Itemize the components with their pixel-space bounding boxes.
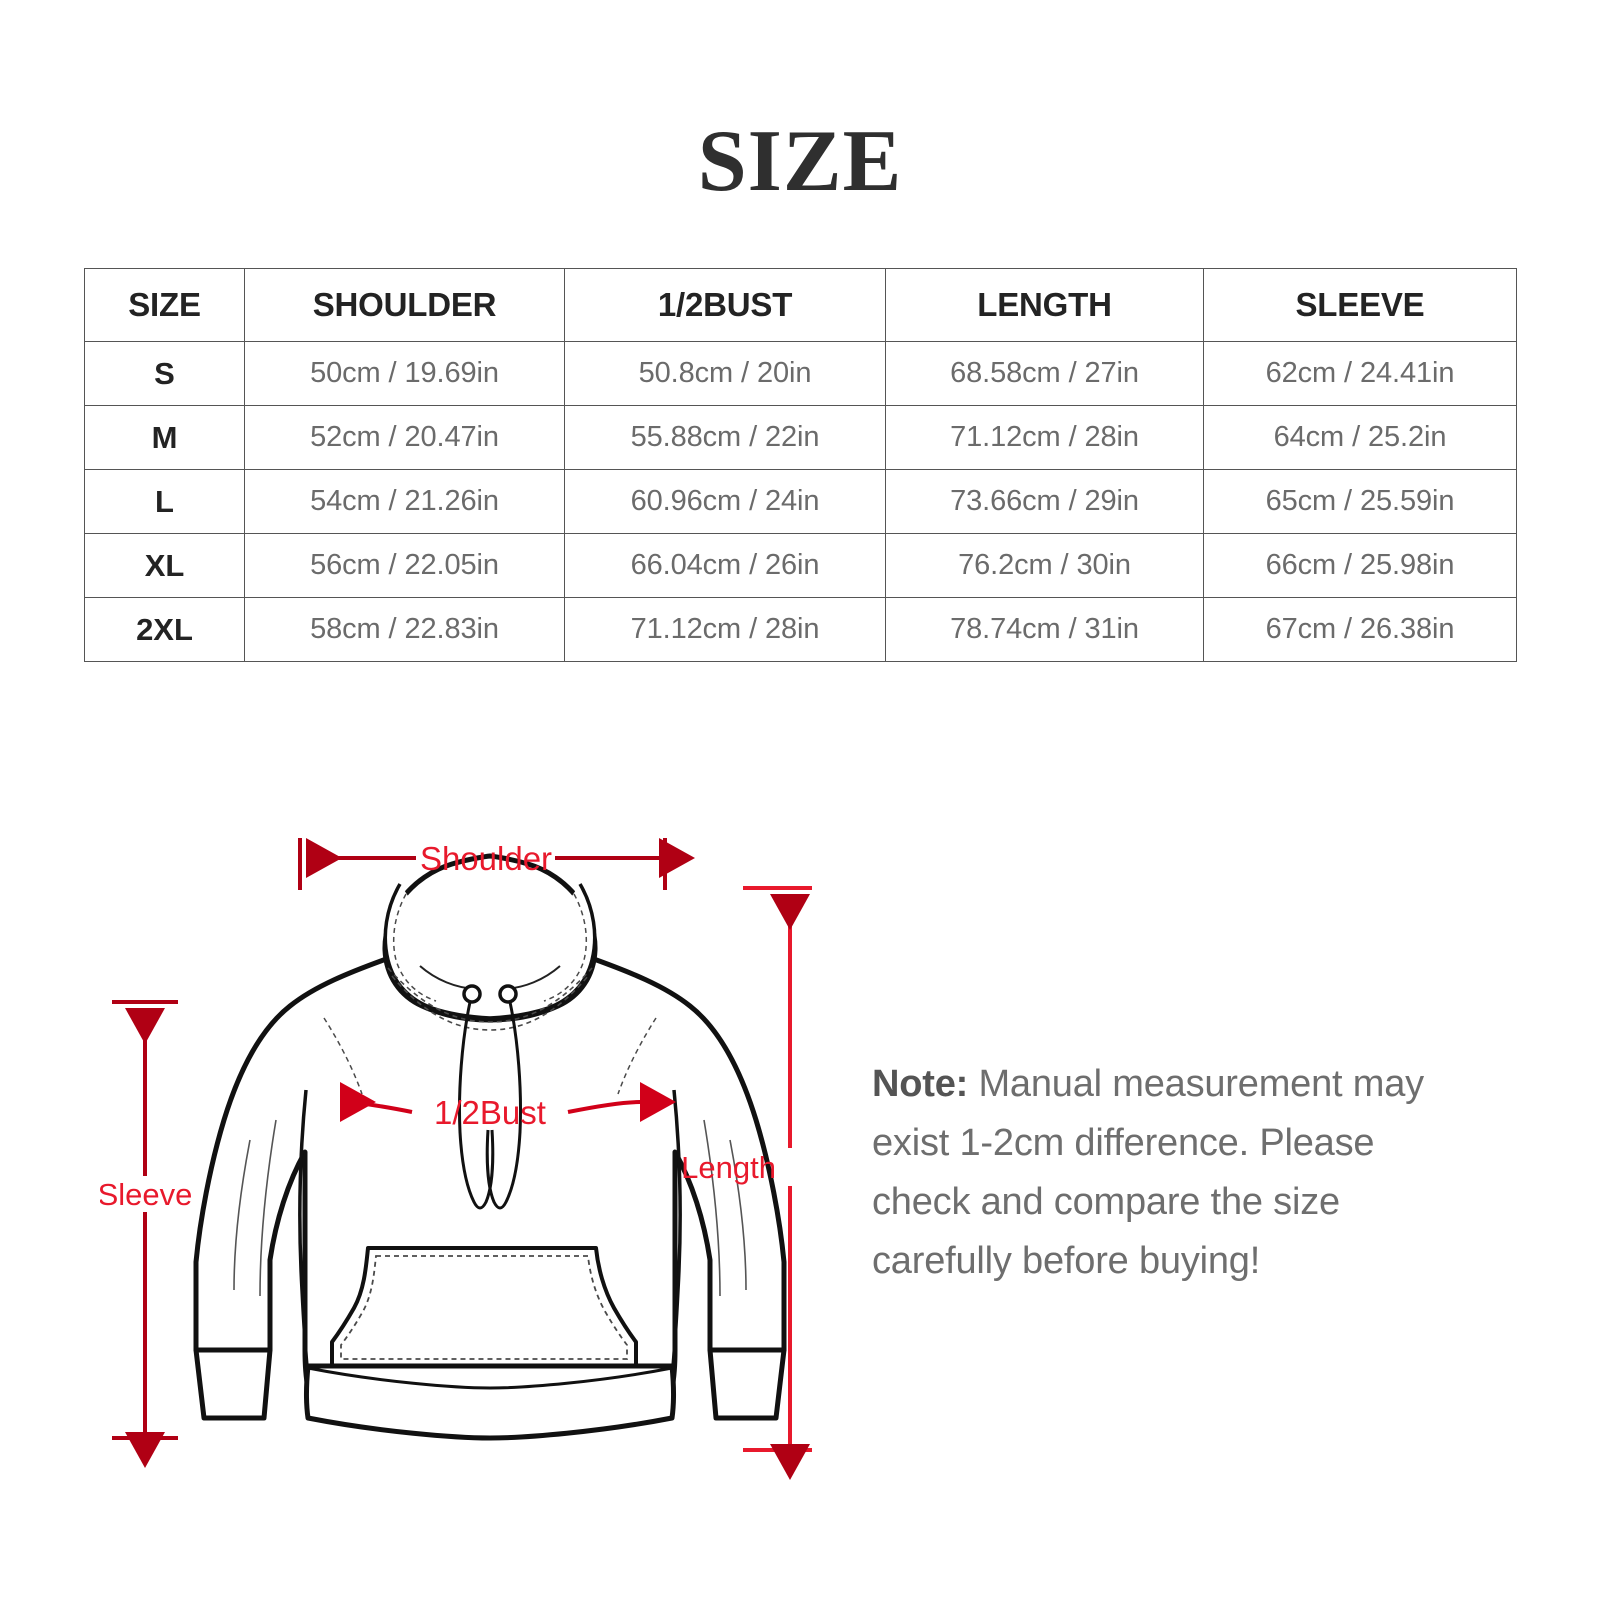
sleeve-fold-right-2 xyxy=(703,1119,721,1297)
cell-sleeve-xl: 66cm / 25.98in xyxy=(1203,533,1517,598)
hoodie-illustration: Shoulder 1/2Bust Sleeve Length xyxy=(100,838,812,1480)
length-label: Length xyxy=(681,1150,776,1185)
cell-bust-s: 50.8cm / 20in xyxy=(564,341,886,406)
shoulder-seam-right xyxy=(617,1017,657,1095)
cell-shoulder-2xl: 58cm / 22.83in xyxy=(244,597,565,662)
hoodie-garment xyxy=(193,853,787,1441)
column-header-shoulder: SHOULDER xyxy=(244,268,565,342)
cell-bust-m: 55.88cm / 22in xyxy=(564,405,886,470)
cell-sleeve-l: 65cm / 25.59in xyxy=(1203,469,1517,534)
note-block: Note: Manual measurement may exist 1-2cm… xyxy=(872,1055,1482,1291)
grommet-right-icon xyxy=(498,984,518,1004)
length-measurement: Length xyxy=(681,886,812,1480)
table-row: S 50cm / 19.69in 50.8cm / 20in 68.58cm /… xyxy=(84,341,1517,406)
bust-arrow-left-half xyxy=(339,1082,413,1122)
bust-measurement: 1/2Bust xyxy=(339,1082,676,1131)
cell-sleeve-2xl: 67cm / 26.38in xyxy=(1203,597,1517,662)
shoulder-label: Shoulder xyxy=(420,840,552,877)
cell-sleeve-s: 62cm / 24.41in xyxy=(1203,341,1517,406)
bottom-hem-rib xyxy=(304,1363,676,1441)
cell-size-s: S xyxy=(84,341,245,406)
hood-fold-left xyxy=(383,883,491,1020)
measurement-diagram: Shoulder 1/2Bust Sleeve Length xyxy=(0,790,1600,1490)
cuff-right xyxy=(707,1347,787,1421)
column-header-bust: 1/2BUST xyxy=(564,268,886,342)
cell-length-l: 73.66cm / 29in xyxy=(885,469,1204,534)
drawstring-right xyxy=(485,1001,523,1210)
cell-sleeve-m: 64cm / 25.2in xyxy=(1203,405,1517,470)
sleeve-label: Sleeve xyxy=(100,1177,192,1212)
cell-bust-2xl: 71.12cm / 28in xyxy=(564,597,886,662)
bottom-hem-top-edge xyxy=(307,1366,673,1390)
hood-stitch-left xyxy=(392,893,437,1002)
table-header-row: SIZE SHOULDER 1/2BUST LENGTH SLEEVE xyxy=(84,268,1517,342)
side-seam-left xyxy=(298,1089,310,1379)
cell-size-m: M xyxy=(84,405,245,470)
table-row: L 54cm / 21.26in 60.96cm / 24in 73.66cm … xyxy=(84,469,1517,534)
cell-size-l: L xyxy=(84,469,245,534)
cell-shoulder-s: 50cm / 19.69in xyxy=(244,341,565,406)
bust-arrow-right-half xyxy=(567,1082,676,1122)
hood-stitch-right xyxy=(543,893,588,1002)
cell-length-m: 71.12cm / 28in xyxy=(885,405,1204,470)
collar-band-outer xyxy=(391,975,589,1031)
bust-label: 1/2Bust xyxy=(434,1094,546,1131)
grommet-left-icon xyxy=(462,984,482,1004)
size-table: SIZE SHOULDER 1/2BUST LENGTH SLEEVE S 50… xyxy=(84,268,1517,662)
table-row: XL 56cm / 22.05in 66.04cm / 26in 76.2cm … xyxy=(84,533,1517,598)
sleeve-fold-right-1 xyxy=(729,1139,747,1291)
collar-band xyxy=(387,967,593,1023)
side-seam-right xyxy=(670,1089,682,1379)
kangaroo-pocket xyxy=(330,1246,638,1368)
cuff-left xyxy=(193,1347,273,1421)
table-row: M 52cm / 20.47in 55.88cm / 22in 71.12cm … xyxy=(84,405,1517,470)
note-text: Manual measurement may exist 1-2cm diffe… xyxy=(872,1063,1424,1282)
cell-length-s: 68.58cm / 27in xyxy=(885,341,1204,406)
sleeve-fold-left-2 xyxy=(259,1119,277,1297)
sleeve-fold-left-1 xyxy=(233,1139,251,1291)
cell-bust-l: 60.96cm / 24in xyxy=(564,469,886,534)
size-table-header: SIZE SHOULDER 1/2BUST LENGTH SLEEVE xyxy=(84,268,1517,342)
size-table-body: S 50cm / 19.69in 50.8cm / 20in 68.58cm /… xyxy=(84,341,1517,662)
size-table-container: SIZE SHOULDER 1/2BUST LENGTH SLEEVE S 50… xyxy=(84,268,1517,662)
cell-length-xl: 76.2cm / 30in xyxy=(885,533,1204,598)
cell-shoulder-l: 54cm / 21.26in xyxy=(244,469,565,534)
note-label: Note: xyxy=(872,1063,969,1105)
cell-bust-xl: 66.04cm / 26in xyxy=(564,533,886,598)
cell-shoulder-m: 52cm / 20.47in xyxy=(244,405,565,470)
sleeve-measurement: Sleeve xyxy=(100,1000,192,1468)
kangaroo-pocket-stitch xyxy=(340,1255,628,1360)
column-header-size: SIZE xyxy=(84,268,245,342)
column-header-length: LENGTH xyxy=(885,268,1204,342)
column-header-sleeve: SLEEVE xyxy=(1203,268,1517,342)
shoulder-measurement: Shoulder xyxy=(298,838,695,890)
cell-length-2xl: 78.74cm / 31in xyxy=(885,597,1204,662)
cell-size-2xl: 2XL xyxy=(84,597,245,662)
cell-size-xl: XL xyxy=(84,533,245,598)
cell-shoulder-xl: 56cm / 22.05in xyxy=(244,533,565,598)
table-row: 2XL 58cm / 22.83in 71.12cm / 28in 78.74c… xyxy=(84,597,1517,662)
page-title: SIZE xyxy=(697,113,903,210)
